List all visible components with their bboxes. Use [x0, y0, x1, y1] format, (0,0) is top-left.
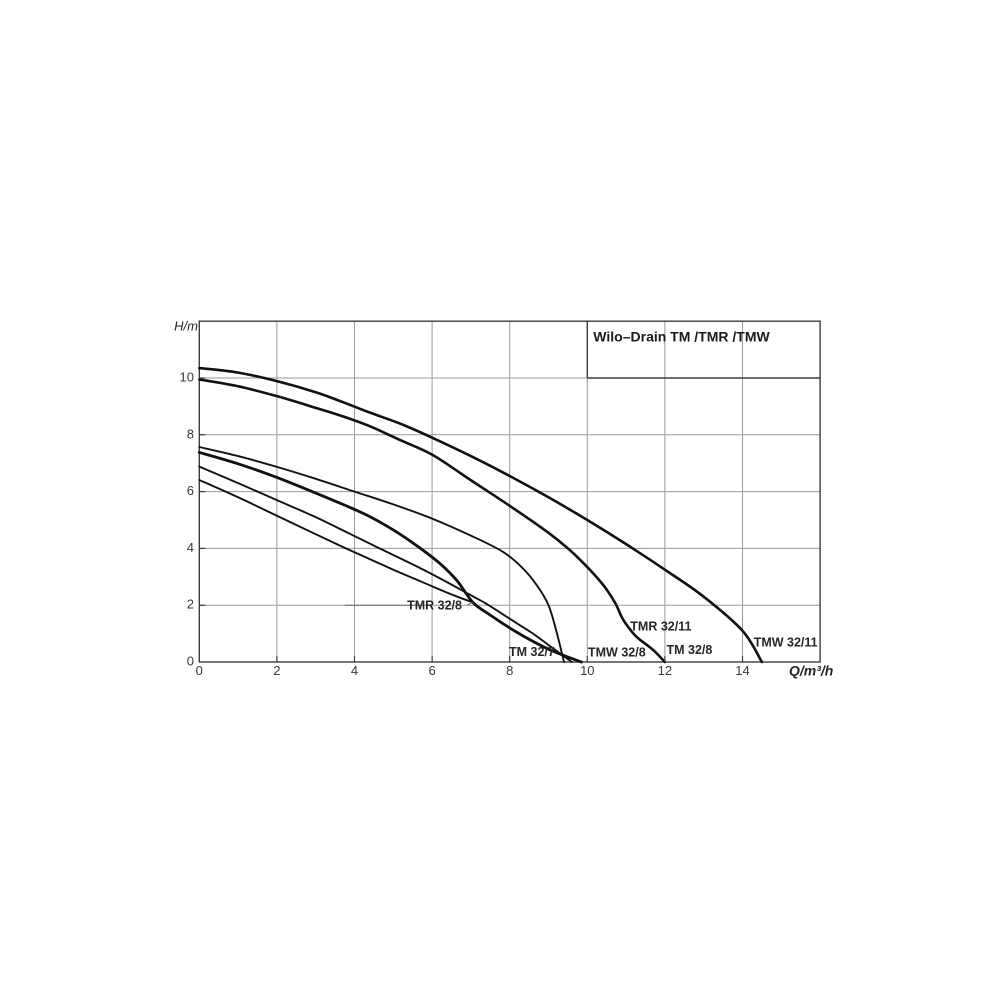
svg-text:8: 8 — [506, 663, 513, 678]
svg-text:6: 6 — [428, 663, 435, 678]
svg-text:TM 32/7: TM 32/7 — [509, 645, 555, 659]
svg-text:TMR 32/11: TMR 32/11 — [630, 619, 691, 633]
svg-text:Q/m³/h: Q/m³/h — [789, 662, 833, 678]
svg-text:TMW 32/8: TMW 32/8 — [588, 646, 646, 660]
svg-text:4: 4 — [351, 663, 358, 678]
svg-text:TMR 32/8: TMR 32/8 — [407, 599, 462, 613]
svg-text:TMW 32/11: TMW 32/11 — [754, 636, 818, 650]
svg-text:6: 6 — [187, 483, 194, 498]
svg-text:10: 10 — [180, 370, 194, 385]
svg-text:12: 12 — [658, 663, 672, 678]
svg-text:2: 2 — [187, 597, 194, 612]
svg-text:14: 14 — [735, 663, 749, 678]
svg-text:H/m: H/m — [174, 319, 198, 334]
svg-text:8: 8 — [187, 426, 194, 441]
svg-text:TM 32/8: TM 32/8 — [667, 643, 713, 657]
svg-text:2: 2 — [273, 663, 280, 678]
svg-text:10: 10 — [580, 663, 594, 678]
svg-text:0: 0 — [196, 663, 203, 678]
svg-text:0: 0 — [187, 654, 194, 669]
svg-text:Wilo–Drain TM /TMR /TMW: Wilo–Drain TM /TMR /TMW — [593, 328, 770, 344]
svg-text:4: 4 — [187, 540, 194, 555]
